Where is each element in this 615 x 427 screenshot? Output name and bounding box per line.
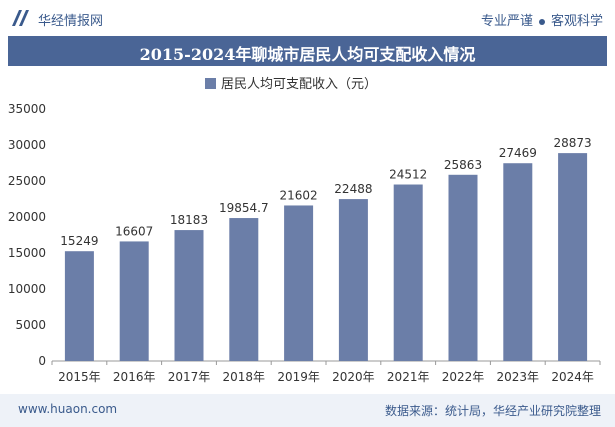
y-tick-label: 25000 [8, 174, 46, 188]
separator-dot-icon [538, 18, 545, 25]
footer-website: www.huaon.com [18, 402, 118, 416]
top-bar: 华经情报网 专业严谨 客观科学 [0, 0, 615, 34]
x-tick-label: 2016年 [113, 370, 156, 384]
legend-swatch [205, 78, 216, 89]
brand-logo-icon [12, 10, 29, 26]
y-tick-label: 35000 [8, 102, 46, 116]
bar [174, 230, 204, 361]
x-tick-label: 2024年 [551, 370, 594, 384]
y-tick-label: 10000 [8, 282, 46, 296]
bar [393, 184, 423, 361]
data-label: 16607 [115, 224, 153, 238]
x-tick-label: 2019年 [277, 370, 320, 384]
x-tick-label: 2018年 [223, 370, 266, 384]
tagline: 专业严谨 客观科学 [481, 10, 603, 29]
data-label: 22488 [334, 182, 372, 196]
chart-title: 2015-2024年聊城市居民人均可支配收入情况 [139, 45, 476, 64]
x-tick-label: 2022年 [442, 370, 485, 384]
title-bar: 2015-2024年聊城市居民人均可支配收入情况 [8, 36, 607, 66]
data-label: 27469 [499, 146, 537, 160]
data-label: 18183 [170, 213, 208, 227]
bar-chart: 居民人均可支配收入（元） 0 5000 10000 15000 20000 25000 30… [8, 77, 601, 384]
x-tick-label: 2017年 [168, 370, 211, 384]
data-label: 15249 [60, 234, 98, 248]
data-label: 19854.7 [219, 201, 269, 215]
bar [229, 218, 259, 361]
footer: www.huaon.com 数据来源：统计局，华经产业研究院整理 [0, 394, 615, 427]
data-label: 25863 [444, 158, 482, 172]
bar [448, 174, 478, 361]
data-label: 24512 [389, 168, 427, 182]
brand-name: 华经情报网 [38, 14, 104, 29]
tagline-left: 专业严谨 [480, 14, 533, 29]
x-tick-label: 2020年 [332, 370, 375, 384]
data-label: 28873 [554, 136, 592, 150]
y-tick-label: 15000 [8, 246, 46, 260]
data-label: 21602 [280, 188, 318, 202]
bar [503, 163, 533, 361]
bar [558, 153, 588, 361]
tagline-right: 客观科学 [550, 14, 603, 29]
bar [119, 241, 149, 361]
y-tick-label: 5000 [15, 318, 46, 332]
y-tick-label: 30000 [8, 138, 46, 152]
x-tick-label: 2023年 [497, 370, 540, 384]
bar [284, 205, 314, 361]
footer-source: 数据来源：统计局，华经产业研究院整理 [384, 404, 601, 418]
bar [64, 251, 94, 361]
x-tick-label: 2021年 [387, 370, 430, 384]
x-tick-label: 2015年 [58, 370, 101, 384]
legend-label: 居民人均可支配收入（元） [221, 77, 377, 92]
y-tick-label: 20000 [8, 210, 46, 224]
y-tick-label: 0 [38, 354, 46, 368]
bar [338, 199, 368, 361]
